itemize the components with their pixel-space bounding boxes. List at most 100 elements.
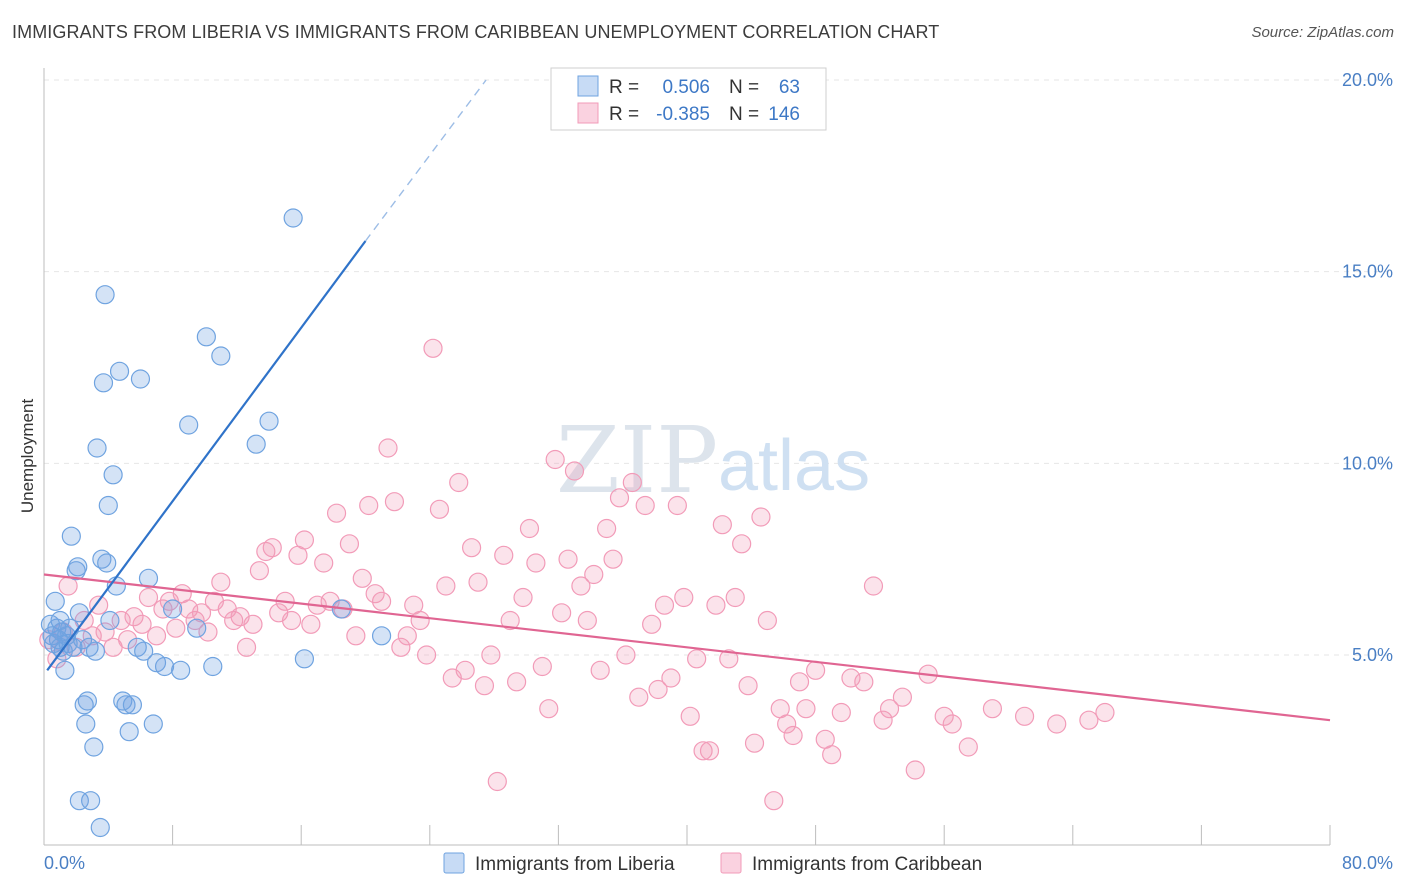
caribbean-point <box>117 630 138 650</box>
caribbean-point <box>378 438 398 458</box>
caribbean-point <box>841 668 861 688</box>
liberia-point <box>98 495 118 516</box>
legend-n-label-2: N = <box>729 104 759 125</box>
caribbean-point <box>738 676 758 696</box>
caribbean-point <box>243 614 263 634</box>
caribbean-point <box>346 626 366 646</box>
caribbean-point <box>706 595 726 615</box>
caribbean-point <box>873 710 893 730</box>
caribbean-point <box>674 587 694 608</box>
caribbean-point <box>584 564 604 585</box>
liberia-point <box>196 327 216 347</box>
liberia-trend-extension <box>364 79 487 242</box>
liberia-point <box>55 660 75 680</box>
watermark-atlas: atlas <box>718 426 870 506</box>
caribbean-point <box>461 538 482 558</box>
caribbean-point <box>429 499 450 519</box>
caribbean-trend-line <box>43 573 1331 722</box>
caribbean-point <box>789 672 810 692</box>
liberia-point <box>68 557 88 577</box>
caribbean-point <box>597 518 617 539</box>
liberia-point <box>109 361 130 381</box>
liberia-point <box>143 714 163 734</box>
caribbean-point <box>879 699 900 719</box>
legend-r-label-1: R = <box>609 77 639 98</box>
caribbean-point <box>339 534 360 554</box>
caribbean-point <box>552 603 572 623</box>
caribbean-point <box>687 649 707 669</box>
caribbean-point <box>314 553 334 573</box>
bottom-legend-swatch-liberia <box>443 852 465 874</box>
caribbean-point <box>262 538 282 558</box>
caribbean-point <box>198 622 218 642</box>
caribbean-point <box>138 587 159 608</box>
caribbean-point <box>622 472 642 493</box>
liberia-point <box>179 415 199 435</box>
liberia-point <box>203 656 223 677</box>
caribbean-point <box>661 668 681 688</box>
caribbean-point <box>384 492 405 512</box>
caribbean-point <box>124 607 144 627</box>
caribbean-point <box>616 645 636 665</box>
caribbean-point <box>863 576 884 596</box>
caribbean-point <box>89 595 109 615</box>
caribbean-point <box>326 503 347 523</box>
caribbean-point <box>590 660 610 680</box>
caribbean-point <box>558 549 578 569</box>
liberia-point <box>69 791 89 811</box>
caribbean-point <box>281 610 302 631</box>
caribbean-point <box>397 626 417 646</box>
liberia-point <box>95 285 115 305</box>
bottom-legend-caribbean: Immigrants from Caribbean <box>752 854 982 875</box>
liberia-point <box>87 438 107 458</box>
trend-lines <box>43 79 1331 722</box>
legend-swatch-caribbean <box>577 102 599 124</box>
caribbean-point <box>519 518 540 539</box>
liberia-point <box>259 411 279 431</box>
bottom-legend-liberia: Immigrants from Liberia <box>475 854 675 875</box>
caribbean-point <box>654 595 675 615</box>
caribbean-point <box>667 495 687 516</box>
caribbean-point <box>609 488 630 508</box>
series-legend: Immigrants from Liberia Immigrants from … <box>443 852 982 875</box>
caribbean-point <box>449 472 469 493</box>
caribbean-point <box>111 610 131 631</box>
watermark-zip: ZIP <box>556 407 718 514</box>
caribbean-point <box>166 618 186 638</box>
caribbean-point <box>751 507 771 527</box>
caribbean-point <box>571 576 591 596</box>
caribbean-point <box>905 760 925 780</box>
caribbean-point <box>680 706 700 726</box>
y-axis-title: Unemployment <box>18 399 37 514</box>
caribbean-point <box>436 576 456 596</box>
liberia-point <box>97 553 117 573</box>
x-tick-label-max: 80.0% <box>1342 853 1393 873</box>
y-tick-label: 5.0% <box>1352 645 1393 665</box>
caribbean-point <box>487 771 507 792</box>
caribbean-point <box>757 610 777 631</box>
liberia-point <box>116 695 136 715</box>
caribbean-point <box>416 645 437 665</box>
legend-n-value-2: 146 <box>768 104 800 125</box>
caribbean-point <box>958 737 978 757</box>
caribbean-point <box>1047 714 1067 734</box>
caribbean-point <box>764 791 784 811</box>
liberia-point <box>103 465 123 485</box>
legend-r-label-2: R = <box>609 104 639 125</box>
legend-r-value-2: -0.385 <box>656 104 710 125</box>
caribbean-point <box>854 672 874 692</box>
caribbean-point <box>892 687 913 707</box>
caribbean-point <box>526 553 546 573</box>
caribbean-point <box>719 649 739 669</box>
caribbean-point <box>359 495 379 516</box>
caribbean-point <box>468 572 488 592</box>
caribbean-point <box>494 545 514 565</box>
caribbean-point <box>474 676 495 696</box>
caribbean-point <box>82 626 102 646</box>
bottom-legend-swatch-caribbean <box>720 852 742 874</box>
caribbean-point <box>153 599 173 619</box>
liberia-point <box>294 649 315 669</box>
caribbean-point <box>744 733 765 753</box>
caribbean-point <box>532 656 552 677</box>
